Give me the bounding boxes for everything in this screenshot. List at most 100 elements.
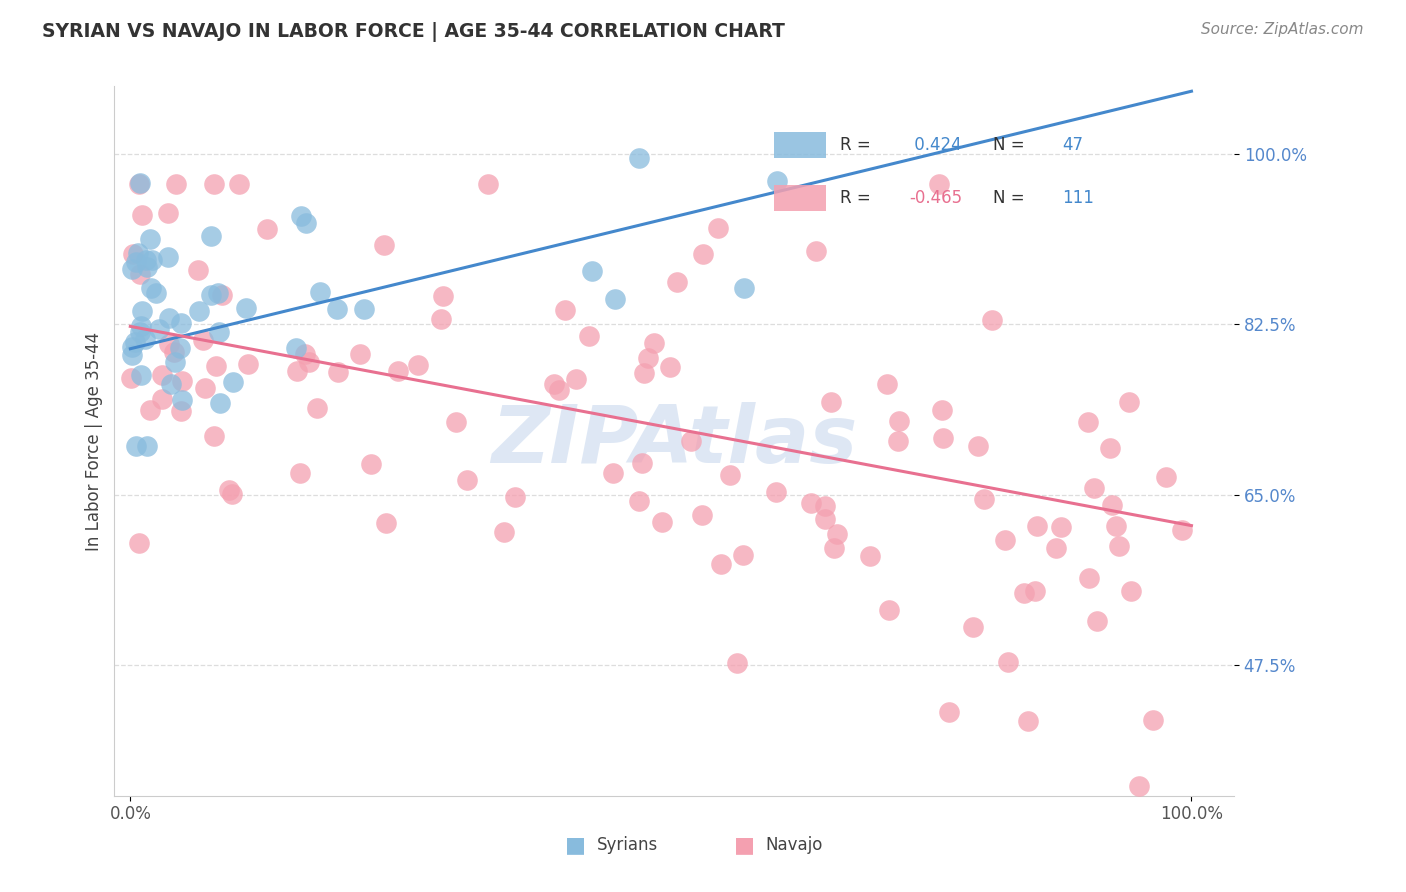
Point	[294, 347, 316, 361]
Point	[191, 334, 214, 348]
Text: R =: R =	[841, 189, 872, 207]
Point	[138, 232, 160, 246]
Point	[204, 359, 226, 373]
Point	[876, 376, 898, 391]
Point	[187, 304, 209, 318]
Point	[733, 281, 755, 295]
Point	[125, 439, 148, 453]
Point	[157, 337, 180, 351]
Text: Navajo: Navajo	[765, 836, 823, 854]
Point	[218, 483, 240, 498]
Point	[131, 208, 153, 222]
Point	[157, 311, 180, 326]
Point	[129, 267, 152, 281]
Point	[651, 516, 673, 530]
Point	[962, 619, 984, 633]
Point	[823, 541, 845, 556]
Point	[406, 359, 429, 373]
Point	[938, 705, 960, 719]
Point	[981, 313, 1004, 327]
Point	[492, 524, 515, 539]
Point	[159, 377, 181, 392]
Text: 111: 111	[1062, 189, 1094, 207]
Point	[129, 368, 152, 382]
Point	[387, 364, 409, 378]
Point	[554, 303, 576, 318]
Point	[170, 316, 193, 330]
Point	[150, 392, 173, 406]
Point	[628, 151, 651, 165]
Point	[135, 260, 157, 274]
Point	[169, 341, 191, 355]
Point	[665, 275, 688, 289]
Point	[1024, 583, 1046, 598]
Point	[709, 557, 731, 571]
Text: 47: 47	[1062, 136, 1083, 154]
Point	[170, 404, 193, 418]
Point	[1083, 481, 1105, 495]
Point	[548, 383, 571, 397]
Point	[134, 332, 156, 346]
Point	[145, 285, 167, 300]
Point	[1098, 442, 1121, 456]
Point	[141, 253, 163, 268]
Point	[125, 254, 148, 268]
Point	[814, 499, 837, 513]
Point	[718, 468, 741, 483]
Point	[208, 325, 231, 339]
Point	[305, 401, 328, 416]
Point	[235, 301, 257, 316]
Point	[813, 511, 835, 525]
Point	[766, 174, 789, 188]
Text: ZIPAtlas: ZIPAtlas	[491, 402, 858, 480]
Point	[887, 414, 910, 428]
Text: N =: N =	[994, 136, 1025, 154]
Point	[602, 466, 624, 480]
Point	[997, 655, 1019, 669]
Point	[578, 329, 600, 343]
Point	[432, 289, 454, 303]
Point	[288, 466, 311, 480]
Point	[187, 263, 209, 277]
Point	[444, 415, 467, 429]
Point	[157, 251, 180, 265]
Point	[128, 176, 150, 190]
Point	[295, 216, 318, 230]
Point	[139, 281, 162, 295]
Point	[290, 210, 312, 224]
Point	[309, 285, 332, 299]
Point	[170, 393, 193, 408]
Point	[202, 429, 225, 443]
Point	[692, 247, 714, 261]
Point	[194, 381, 217, 395]
Point	[932, 431, 955, 445]
Point	[1128, 779, 1150, 793]
Point	[375, 516, 398, 531]
Point	[121, 262, 143, 277]
Point	[1142, 713, 1164, 727]
Point	[820, 395, 842, 409]
Point	[543, 377, 565, 392]
Text: Syrians: Syrians	[596, 836, 658, 854]
Point	[967, 439, 990, 453]
Y-axis label: In Labor Force | Age 35-44: In Labor Force | Age 35-44	[86, 332, 103, 550]
Point	[564, 372, 586, 386]
Point	[627, 494, 650, 508]
Point	[135, 253, 157, 268]
Point	[373, 237, 395, 252]
Text: ■: ■	[734, 835, 755, 855]
Point	[170, 374, 193, 388]
Text: -0.465: -0.465	[908, 189, 962, 207]
Point	[429, 312, 451, 326]
Text: 0.424: 0.424	[908, 136, 962, 154]
Point	[139, 403, 162, 417]
Point	[207, 286, 229, 301]
Point	[148, 322, 170, 336]
Bar	[773, 132, 827, 158]
Point	[1108, 540, 1130, 554]
Point	[349, 347, 371, 361]
Point	[165, 177, 187, 191]
Point	[1101, 498, 1123, 512]
Point	[1119, 583, 1142, 598]
Point	[150, 368, 173, 382]
